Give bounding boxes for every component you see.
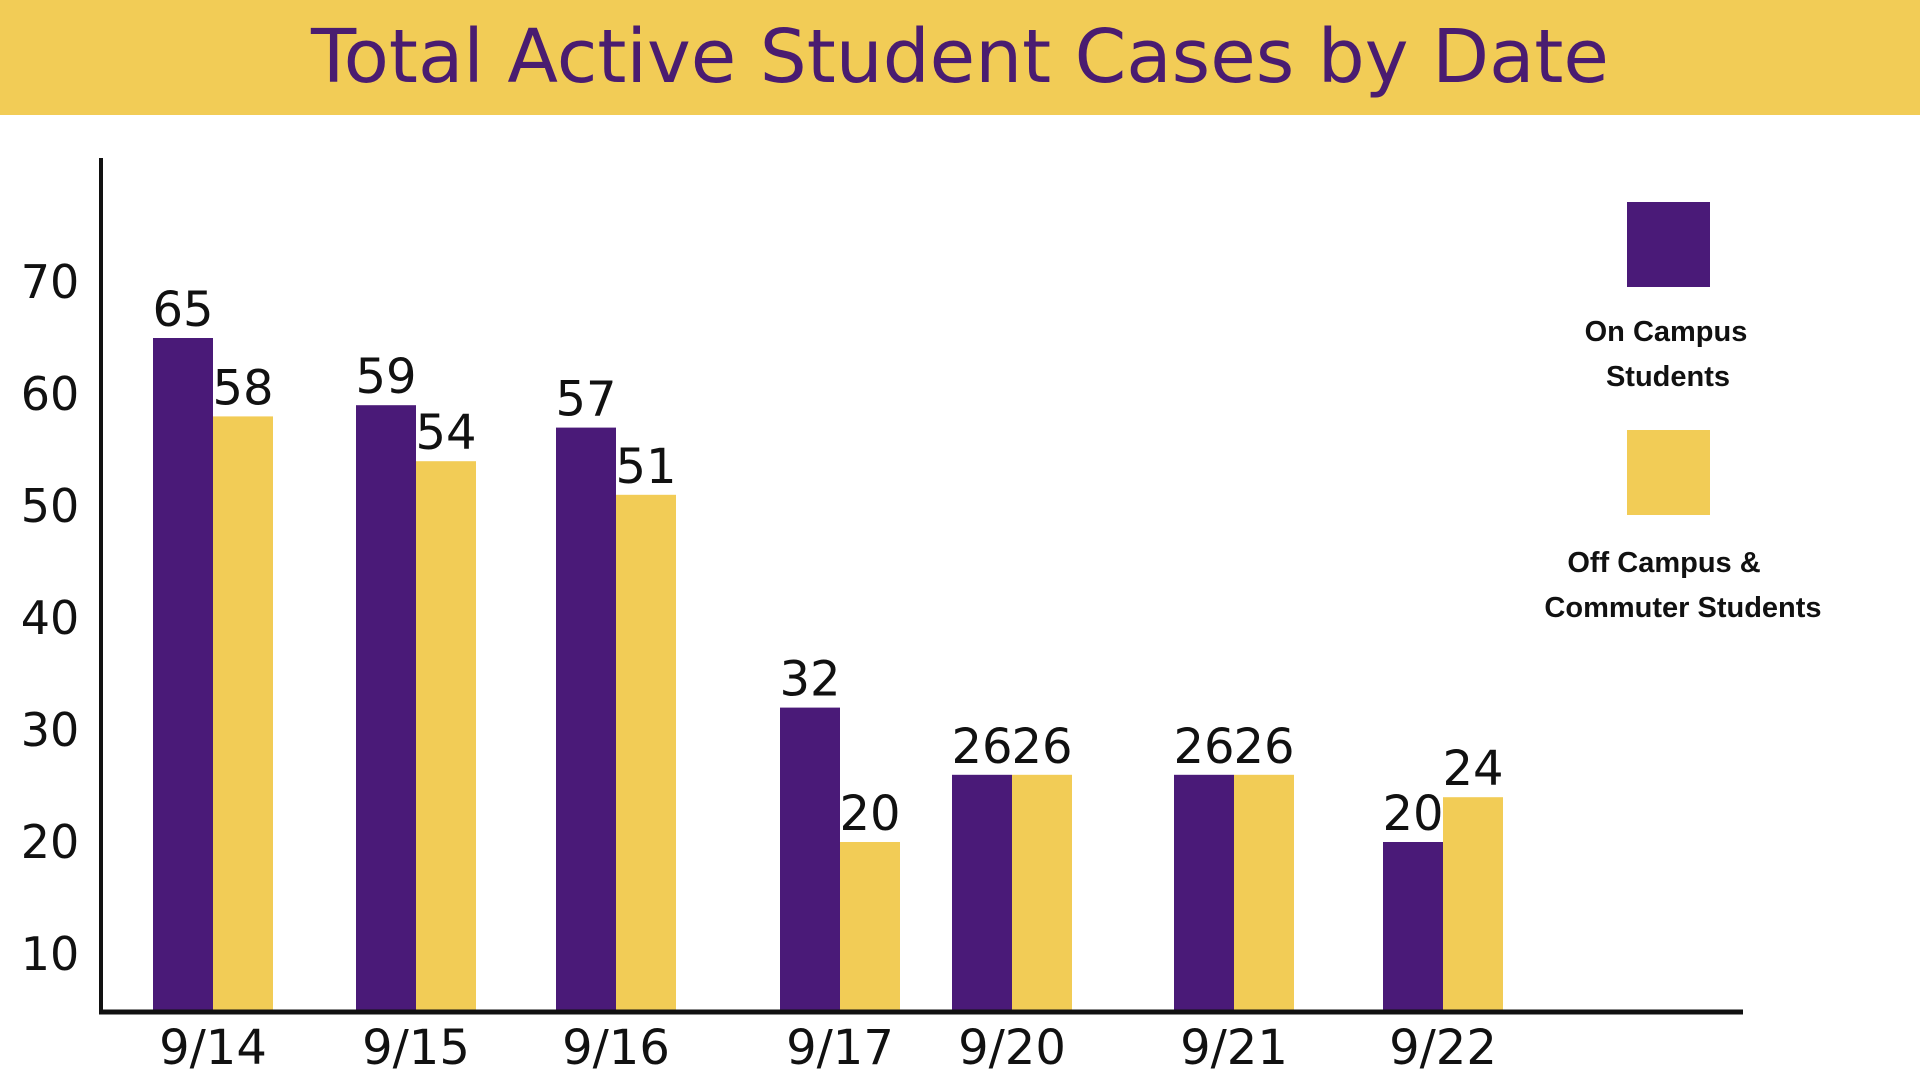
x-tick-label-9-17: 9/17 (786, 1020, 894, 1076)
bar-off-campus-9-14 (213, 416, 273, 1010)
value-label-on-campus-9-17: 32 (779, 652, 840, 708)
bars-group (153, 338, 1503, 1011)
value-label-off-campus-9-20: 26 (1011, 719, 1072, 775)
title-band (0, 0, 1920, 115)
y-tick-labels-group: 10 20 30 40 50 60 70 (21, 255, 80, 981)
y-tick-label-40: 40 (21, 591, 80, 645)
bar-on-campus-9-16 (556, 427, 616, 1011)
value-label-on-campus-9-20: 26 (951, 719, 1012, 775)
value-label-off-campus-9-14: 58 (212, 360, 273, 416)
value-label-off-campus-9-22: 24 (1442, 741, 1503, 797)
bar-off-campus-9-22 (1443, 797, 1503, 1010)
legend-label-off-campus-line2: Commuter Students (1544, 592, 1821, 624)
value-label-on-campus-9-15: 59 (355, 349, 416, 405)
value-label-off-campus-9-15: 54 (415, 405, 476, 461)
bar-off-campus-9-15 (416, 461, 476, 1010)
bar-off-campus-9-21 (1234, 774, 1294, 1010)
legend-label-on-campus-line2: Students (1606, 361, 1730, 393)
legend-label-off-campus-line1: Off Campus & (1567, 547, 1760, 579)
legend: On Campus Students Off Campus & Commuter… (1544, 202, 1822, 624)
bar-on-campus-9-21 (1174, 774, 1234, 1010)
x-tick-label-9-15: 9/15 (362, 1020, 470, 1076)
y-tick-label-30: 30 (21, 703, 80, 757)
legend-label-on-campus-line1: On Campus (1585, 316, 1748, 348)
bar-on-campus-9-14 (153, 338, 213, 1010)
value-label-on-campus-9-21: 26 (1173, 719, 1234, 775)
y-tick-label-50: 50 (21, 479, 80, 533)
bar-off-campus-9-17 (840, 842, 900, 1010)
y-tick-label-10: 10 (21, 927, 80, 981)
value-label-on-campus-9-16: 57 (555, 372, 616, 428)
value-label-off-campus-9-21: 26 (1233, 719, 1294, 775)
chart-title: Total Active Student Cases by Date (311, 14, 1609, 100)
bar-on-campus-9-17 (780, 707, 840, 1010)
y-tick-label-60: 60 (21, 367, 80, 421)
x-tick-labels-group: 9/14 9/15 9/16 9/17 9/20 9/21 9/22 (159, 1020, 1497, 1076)
bar-off-campus-9-20 (1012, 774, 1072, 1010)
legend-swatch-off-campus (1627, 430, 1710, 515)
bar-on-campus-9-20 (952, 774, 1012, 1010)
value-label-on-campus-9-14: 65 (152, 282, 213, 338)
x-tick-label-9-16: 9/16 (562, 1020, 670, 1076)
y-tick-label-20: 20 (21, 815, 80, 869)
legend-swatch-on-campus (1627, 202, 1710, 287)
value-label-on-campus-9-22: 20 (1382, 786, 1443, 842)
x-tick-label-9-21: 9/21 (1180, 1020, 1288, 1076)
x-tick-label-9-20: 9/20 (958, 1020, 1066, 1076)
x-tick-label-9-14: 9/14 (159, 1020, 267, 1076)
y-tick-label-70: 70 (21, 255, 80, 309)
value-label-off-campus-9-17: 20 (839, 786, 900, 842)
bar-on-campus-9-22 (1383, 842, 1443, 1010)
value-label-off-campus-9-16: 51 (615, 439, 676, 495)
bar-on-campus-9-15 (356, 405, 416, 1010)
bar-off-campus-9-16 (616, 494, 676, 1010)
x-tick-label-9-22: 9/22 (1389, 1020, 1497, 1076)
